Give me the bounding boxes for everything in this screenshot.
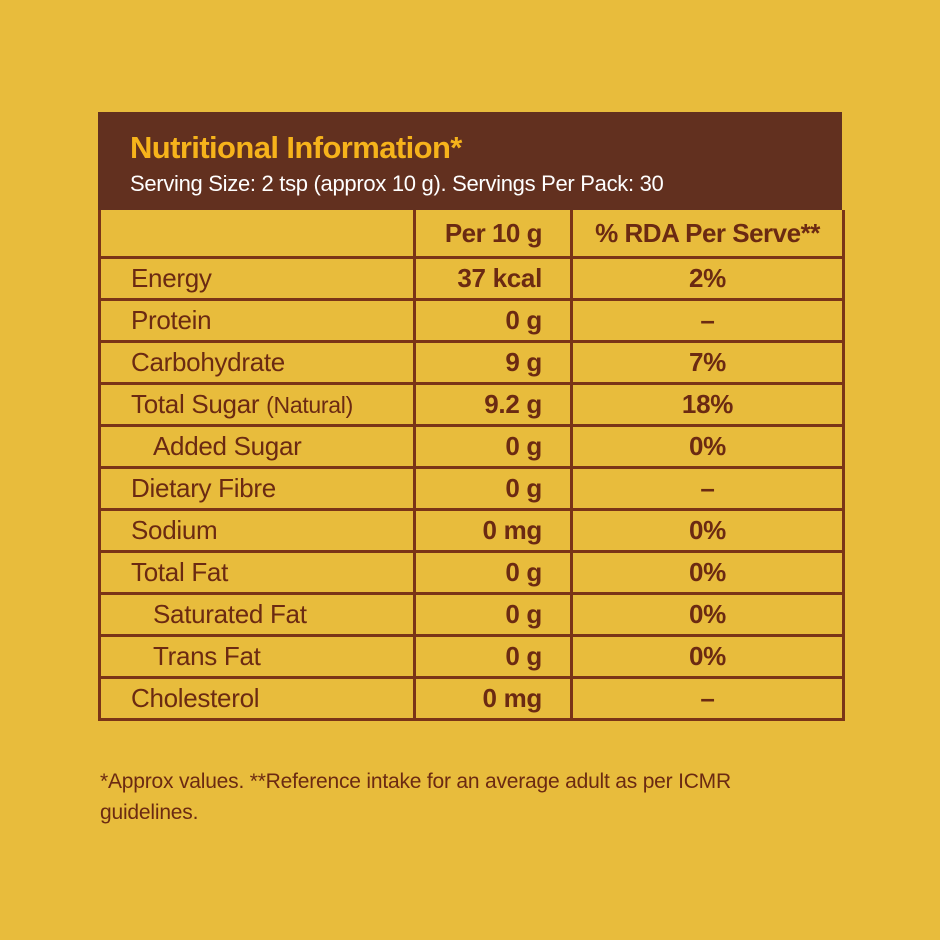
- nutrient-column-header: [98, 210, 416, 259]
- per-10g-column-header: Per 10 g: [413, 210, 573, 259]
- table-row: Protein 0 g –: [98, 298, 845, 343]
- per-10g-value: 37 kcal: [413, 256, 573, 301]
- nutrient-name: Saturated Fat: [98, 592, 416, 637]
- panel-title: Nutritional Information*: [130, 130, 462, 165]
- per-10g-value: 0 mg: [413, 676, 573, 721]
- rda-value: 0%: [570, 592, 845, 637]
- table-row: Energy 37 kcal 2%: [98, 256, 845, 301]
- nutrition-table: Per 10 g % RDA Per Serve** Energy 37 kca…: [98, 210, 845, 721]
- table-row: Total Fat 0 g 0%: [98, 550, 845, 595]
- nutrient-note: (Natural): [266, 392, 353, 418]
- nutrient-name: Total Fat: [98, 550, 416, 595]
- table-header-row: Per 10 g % RDA Per Serve**: [98, 210, 845, 259]
- table-row: Added Sugar 0 g 0%: [98, 424, 845, 469]
- nutrient-name: Trans Fat: [98, 634, 416, 679]
- rda-value: –: [570, 298, 845, 343]
- per-10g-value: 0 g: [413, 298, 573, 343]
- table-row: Dietary Fibre 0 g –: [98, 466, 845, 511]
- rda-value: 0%: [570, 550, 845, 595]
- nutrient-name: Carbohydrate: [98, 340, 416, 385]
- footnote: *Approx values. **Reference intake for a…: [100, 770, 731, 824]
- nutrient-name: Cholesterol: [98, 676, 416, 721]
- per-10g-value: 9 g: [413, 340, 573, 385]
- rda-value: 0%: [570, 424, 845, 469]
- rda-value: 0%: [570, 508, 845, 553]
- nutrition-panel: Nutritional Information* Serving Size: 2…: [98, 112, 845, 721]
- table-row: Carbohydrate 9 g 7%: [98, 340, 845, 385]
- table-row: Total Sugar (Natural) 9.2 g 18%: [98, 382, 845, 427]
- table-row: Sodium 0 mg 0%: [98, 508, 845, 553]
- per-10g-value: 0 g: [413, 592, 573, 637]
- per-10g-value: 9.2 g: [413, 382, 573, 427]
- per-10g-value: 0 g: [413, 424, 573, 469]
- nutrient-name: Energy: [98, 256, 416, 301]
- rda-value: –: [570, 466, 845, 511]
- serving-info: Serving Size: 2 tsp (approx 10 g). Servi…: [130, 171, 664, 196]
- table-row: Cholesterol 0 mg –: [98, 676, 845, 721]
- rda-value: 0%: [570, 634, 845, 679]
- table-row: Trans Fat 0 g 0%: [98, 634, 845, 679]
- table-row: Saturated Fat 0 g 0%: [98, 592, 845, 637]
- rda-value: 2%: [570, 256, 845, 301]
- per-10g-value: 0 g: [413, 466, 573, 511]
- nutrient-name: Added Sugar: [98, 424, 416, 469]
- rda-value: 18%: [570, 382, 845, 427]
- rda-value: –: [570, 676, 845, 721]
- panel-header: Nutritional Information* Serving Size: 2…: [98, 112, 842, 210]
- nutrient-name: Protein: [98, 298, 416, 343]
- per-10g-value: 0 mg: [413, 508, 573, 553]
- rda-value: 7%: [570, 340, 845, 385]
- nutrient-name: Total Sugar: [131, 389, 260, 419]
- per-10g-value: 0 g: [413, 634, 573, 679]
- per-10g-value: 0 g: [413, 550, 573, 595]
- nutrient-name-cell: Total Sugar (Natural): [98, 382, 416, 427]
- nutrient-name: Dietary Fibre: [98, 466, 416, 511]
- nutrient-name: Sodium: [98, 508, 416, 553]
- rda-column-header: % RDA Per Serve**: [570, 210, 845, 259]
